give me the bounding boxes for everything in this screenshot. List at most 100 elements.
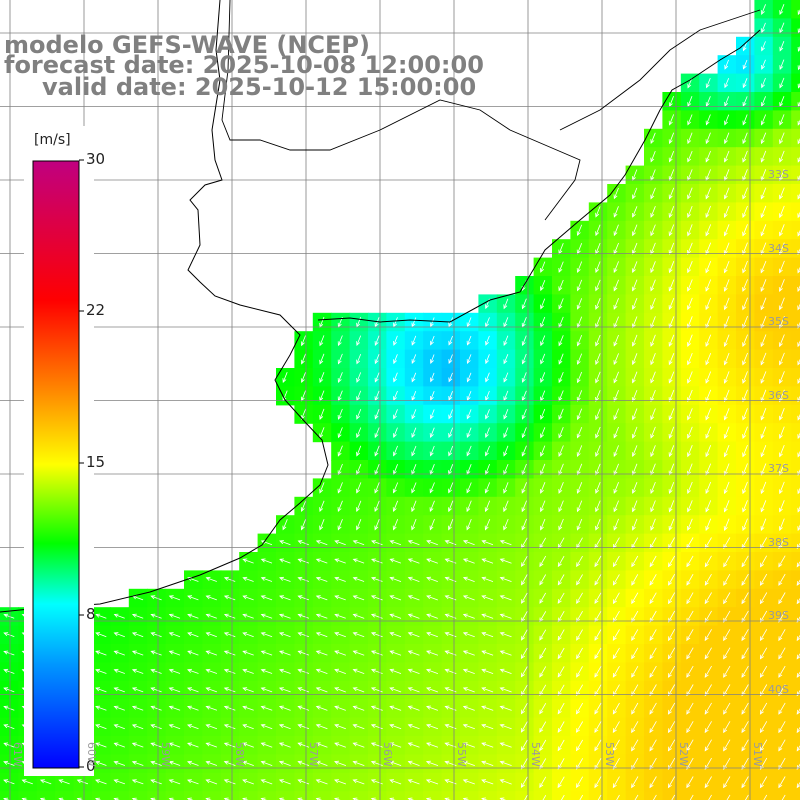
wind-arrow [723,260,730,274]
wind-arrow [444,576,457,582]
wind-arrow [337,353,343,365]
wind-arrow [632,224,638,237]
wind-cell [662,772,682,792]
wind-arrow [595,482,601,494]
wind-arrow [315,760,328,766]
wind-cell [552,699,571,719]
wind-cell [736,772,755,792]
wind-arrow [687,150,693,163]
wind-arrow [448,500,454,513]
wind-arrow [779,59,785,71]
wind-arrow [462,632,475,638]
wind-arrow [334,632,346,638]
wind-cell [662,662,682,682]
wind-arrow [742,114,748,126]
wind-cell [552,552,571,571]
wind-arrow [650,445,656,458]
wind-cell [533,552,553,571]
wind-arrow [779,4,785,16]
wind-cell [552,772,571,792]
wind-arrow [481,687,494,693]
wind-arrow [499,705,512,711]
wind-cell [791,699,800,719]
wind-arrow [779,389,785,403]
wind-arrow [95,742,107,748]
wind-arrow [242,760,254,766]
wind-cell [791,533,800,553]
wind-arrow [429,518,435,531]
wind-arrow [131,650,144,656]
latitude-label: 37S [768,462,789,475]
wind-arrow [594,702,602,715]
wind-cell [791,515,800,535]
wind-cell [736,717,755,737]
wind-arrow [297,632,310,638]
wind-arrow [223,668,236,674]
wind-arrow [723,573,731,586]
wind-cell [441,791,461,800]
wind-arrow [778,537,786,549]
wind-arrow [223,779,236,785]
wind-arrow [705,260,712,274]
wind-arrow [300,353,306,365]
wind-arrow [705,352,712,366]
wind-arrow [389,797,396,800]
wind-cell [607,607,627,627]
wind-arrow [558,353,564,365]
wind-arrow [334,576,346,582]
wind-arrow [150,705,162,711]
wind-arrow [444,668,457,674]
wind-arrow [319,482,325,494]
wind-arrow [759,573,768,586]
wind-arrow [481,613,494,619]
wind-arrow [797,487,800,495]
wind-cell [552,570,571,590]
wind-cell [791,588,800,608]
wind-arrow [503,298,509,310]
forecast-date: forecast date: 2025-10-08 12:00:00 [4,51,484,79]
wind-arrow [334,760,347,766]
wind-arrow [594,739,602,752]
wind-arrow [797,64,800,71]
wind-arrow [407,724,420,730]
wind-cell [772,717,792,737]
wind-arrow [466,445,472,457]
wind-arrow [704,629,712,642]
wind-arrow [779,205,785,219]
wind-arrow [3,742,15,748]
wind-arrow [760,150,767,163]
wind-cell [607,772,627,792]
latitude-label: 35S [768,315,789,328]
wind-cell [699,644,719,663]
wind-arrow [131,632,144,638]
wind-arrow [558,500,564,513]
wind-arrow [279,540,291,546]
wind-arrow [392,500,399,513]
wind-arrow [558,279,564,292]
wind-arrow [779,77,785,89]
wind-arrow [374,354,380,365]
wind-arrow [557,758,565,770]
wind-arrow [778,702,786,715]
wind-arrow [444,742,457,748]
wind-arrow [797,266,800,274]
wind-arrow [337,427,343,439]
wind-arrow [742,41,748,52]
wind-arrow [352,576,365,582]
wind-cell [607,754,627,774]
wind-arrow [300,519,307,531]
wind-cell [717,662,737,682]
wind-arrow [356,482,362,494]
wind-arrow [796,708,800,715]
wind-arrow [576,592,583,605]
wind-cell [680,772,700,792]
wind-arrow [499,779,512,785]
wind-arrow [393,335,398,346]
latitude-label: 36S [768,388,789,402]
wind-arrow [521,427,527,439]
wind-arrow [704,592,712,605]
wind-arrow [113,668,125,674]
wind-arrow [741,555,749,568]
wind-arrow [797,156,800,163]
